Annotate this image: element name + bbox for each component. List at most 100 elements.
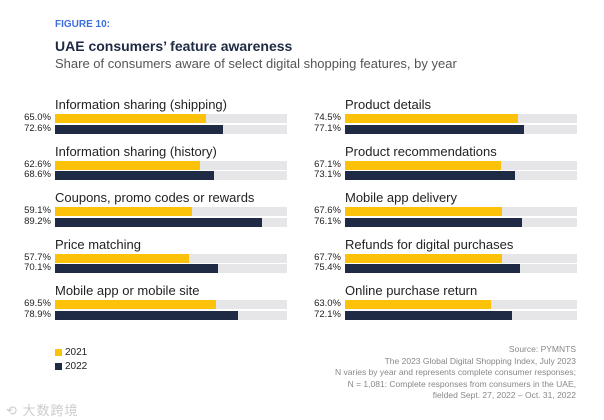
- legend-item-2021: 2021: [55, 345, 87, 359]
- bar-track: [55, 264, 287, 273]
- bar-row-2021: 74.5%: [314, 112, 577, 123]
- legend-swatch-2021: [55, 348, 62, 356]
- data-label: 75.4%: [314, 262, 341, 273]
- legend-label: 2022: [65, 360, 88, 372]
- data-label: 78.9%: [24, 308, 51, 320]
- bar-row-2022: 76.1%: [314, 216, 577, 227]
- data-label: 67.7%: [314, 251, 341, 263]
- data-label: 67.6%: [314, 205, 341, 216]
- bar-2021: [345, 253, 503, 263]
- bar-row-2021: 67.1%: [314, 159, 577, 170]
- bar-track: [55, 310, 287, 320]
- bar-2021: [55, 207, 193, 216]
- bar-row-2021: 57.7%: [24, 252, 287, 263]
- bar-row-2022: 70.1%: [24, 262, 287, 273]
- source-line: N varies by year and represents complete…: [335, 367, 576, 377]
- data-label: 73.1%: [314, 169, 341, 180]
- source-line: The 2023 Global Digital Shopping Index, …: [384, 355, 576, 366]
- legend-label: 2021: [65, 346, 88, 358]
- bar-row-2022: 78.9%: [24, 309, 287, 320]
- bar-2021: [345, 160, 501, 170]
- bar-row-2021: 67.6%: [314, 205, 577, 216]
- category-label: Product recommendations: [345, 143, 497, 159]
- bar-track: [345, 310, 577, 320]
- data-label: 70.1%: [24, 262, 51, 273]
- bar-row-2022: 73.1%: [314, 169, 577, 180]
- data-label: 62.6%: [24, 158, 51, 170]
- bar-2022: [345, 124, 524, 134]
- category-label: Mobile app or mobile site: [55, 283, 200, 298]
- category-label: Mobile app delivery: [345, 190, 458, 205]
- bar-2021: [345, 300, 492, 309]
- bar-track: [345, 160, 577, 170]
- bar-track: [55, 124, 287, 134]
- bar-track: [55, 300, 287, 309]
- bar-row-2022: 68.6%: [24, 169, 287, 180]
- bar-row-2021: 63.0%: [314, 298, 577, 309]
- data-label: 72.1%: [314, 308, 341, 320]
- bar-track: [55, 160, 287, 170]
- data-label: 67.1%: [314, 158, 341, 170]
- category-label: Refunds for digital purchases: [345, 236, 514, 252]
- data-label: 72.6%: [24, 122, 51, 134]
- category-label: Online purchase return: [345, 283, 478, 298]
- category-label: Price matching: [55, 236, 141, 252]
- bar-2021: [345, 114, 518, 123]
- chart-subtitle: Share of consumers aware of select digit…: [55, 56, 457, 71]
- bar-2021: [55, 253, 189, 263]
- bar-track: [55, 114, 287, 123]
- watermark-logo: ⟲ 大数跨境: [6, 403, 79, 418]
- bar-row-2022: 89.2%: [24, 216, 287, 227]
- category-label: Information sharing (shipping): [55, 97, 227, 112]
- bar-2022: [345, 171, 515, 180]
- bar-row-2022: 75.4%: [314, 262, 577, 273]
- data-label: 76.1%: [314, 215, 341, 227]
- data-label: 69.5%: [24, 298, 51, 309]
- bar-track: [345, 300, 577, 309]
- legend: 2021 2022: [55, 345, 87, 373]
- data-label: 68.6%: [24, 169, 51, 180]
- chart-title: UAE consumers’ feature awareness: [55, 38, 293, 54]
- bar-2022: [55, 124, 224, 134]
- bar-2021: [345, 207, 502, 216]
- bar-row-2022: 72.6%: [24, 123, 287, 134]
- bar-track: [345, 207, 577, 216]
- bar-track: [345, 124, 577, 134]
- bar-2021: [55, 160, 201, 170]
- bar-track: [55, 253, 287, 263]
- data-label: 63.0%: [314, 298, 341, 309]
- bar-track: [55, 217, 287, 227]
- bar-2022: [345, 310, 513, 320]
- bar-2021: [55, 300, 217, 309]
- data-label: 77.1%: [314, 122, 341, 134]
- bar-row-2021: 59.1%: [24, 205, 287, 216]
- data-label: 65.0%: [24, 112, 51, 123]
- bar-2022: [55, 217, 262, 227]
- source-line: Source: PYMNTS: [508, 344, 576, 354]
- source-line: N = 1,081: Complete responses from consu…: [347, 378, 576, 389]
- bar-track: [345, 253, 577, 263]
- data-label: 74.5%: [314, 112, 341, 123]
- category-label: Coupons, promo codes or rewards: [55, 190, 255, 205]
- legend-item-2022: 2022: [55, 359, 87, 373]
- bar-2022: [55, 264, 218, 273]
- category-label: Product details: [345, 97, 431, 112]
- data-label: 59.1%: [24, 205, 51, 216]
- bar-track: [345, 264, 577, 273]
- bar-track: [345, 171, 577, 180]
- bar-track: [345, 217, 577, 227]
- bar-row-2021: 69.5%: [24, 298, 287, 309]
- figure-label: FIGURE 10:: [55, 19, 111, 30]
- category-label: Information sharing (history): [55, 143, 217, 159]
- bar-row-2021: 62.6%: [24, 159, 287, 170]
- bar-2021: [55, 114, 206, 123]
- bar-row-2021: 65.0%: [24, 112, 287, 123]
- bar-row-2022: 72.1%: [314, 309, 577, 320]
- bar-2022: [345, 217, 522, 227]
- source-line: fielded Sept. 27, 2022 – Oct. 31, 2022: [432, 390, 576, 400]
- source-note: Source: PYMNTS The 2023 Global Digital S…: [335, 344, 576, 402]
- bar-row-2021: 67.7%: [314, 252, 577, 263]
- bar-row-2022: 77.1%: [314, 123, 577, 134]
- bar-track: [345, 114, 577, 123]
